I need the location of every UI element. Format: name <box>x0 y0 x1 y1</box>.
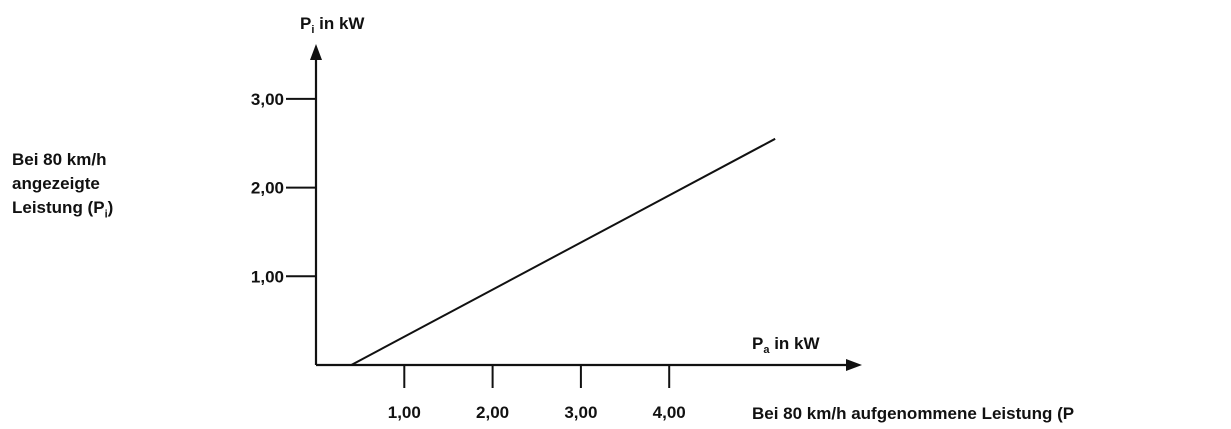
y-axis-description: Bei 80 km/h angezeigte Leistung (Pi) <box>12 148 113 226</box>
y-axis-description-line: angezeigte <box>12 174 100 193</box>
x-axis-arrow-icon <box>846 359 862 371</box>
x-tick-label: 1,00 <box>388 403 421 422</box>
y-tick-label: 1,00 <box>251 267 284 286</box>
y-tick-label: 2,00 <box>251 179 284 198</box>
y-axis-title: Pi in kW <box>300 14 365 36</box>
axis-titles: Pi in kW Pa in kW <box>300 14 820 356</box>
x-tick-label: 2,00 <box>476 403 509 422</box>
ticks: 1,00 2,00 3,00 4,00 1,00 2,00 3,00 <box>251 90 686 422</box>
series-line <box>350 137 776 366</box>
x-tick-label: 4,00 <box>653 403 686 422</box>
x-tick-label: 3,00 <box>564 403 597 422</box>
y-axis-arrow-icon <box>310 44 322 60</box>
y-tick-label: 3,00 <box>251 90 284 109</box>
x-axis-description: Bei 80 km/h aufgenommene Leistung (P <box>752 404 1075 423</box>
series-group <box>350 137 776 366</box>
axes <box>310 44 862 371</box>
y-axis-description-line: Leistung (Pi) <box>12 198 114 221</box>
y-axis-description-line: Bei 80 km/h <box>12 150 107 169</box>
x-axis-title: Pa in kW <box>752 334 820 356</box>
